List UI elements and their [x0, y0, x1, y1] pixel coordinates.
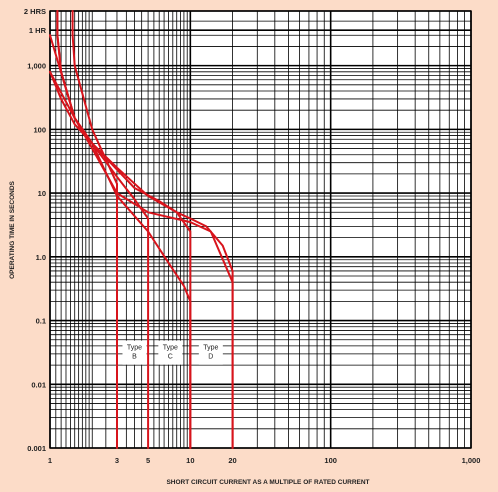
type-label-box	[158, 340, 183, 365]
trip-curve-3	[56, 10, 192, 449]
plot-border	[49, 10, 472, 449]
trip-curve-5	[49, 70, 234, 449]
type-annotations: Type B Type C Type D	[122, 340, 223, 365]
type-label-letter: B	[132, 354, 137, 361]
x-tick-label: 100	[324, 456, 337, 465]
grid	[49, 10, 472, 449]
y-tick-label: 2 HRS	[24, 7, 46, 16]
x-tick-label: 1,000	[462, 456, 481, 465]
y-tick-label: 1,000	[27, 62, 46, 71]
curves	[49, 10, 234, 449]
x-tick-label: 3	[115, 456, 119, 465]
type-label-box	[198, 340, 223, 365]
y-tick-label: 0.1	[36, 317, 46, 326]
y-tick-label: 0.001	[27, 444, 46, 453]
y-tick-label: 10	[38, 189, 46, 198]
y-tick-label: 1 HR	[29, 26, 47, 35]
x-tick-label: 20	[228, 456, 236, 465]
y-axis-title: OPERATING TIME IN SECONDS	[9, 180, 16, 278]
type-label-word: Type	[163, 345, 178, 352]
y-tick-label: 1.0	[36, 253, 46, 262]
type-label-word: Type	[127, 345, 142, 352]
y-tick-label: 0.01	[31, 380, 46, 389]
x-tick-label: 1	[48, 456, 52, 465]
y-tick-label: 100	[33, 125, 46, 134]
type-label-word: Type	[203, 345, 218, 352]
trip-curve-2	[71, 10, 118, 449]
type-label-letter: D	[208, 354, 213, 361]
type-label-letter: C	[168, 354, 173, 361]
x-axis-title: SHORT CIRCUIT CURRENT AS A MULTIPLE OF R…	[166, 479, 369, 486]
plot-area	[50, 11, 471, 448]
trip-curve-6	[49, 34, 234, 449]
x-tick-label: 5	[146, 456, 150, 465]
tick-labels: 1 3 5 10 20 100 1,000 2 HRS 1 HR 1,000 100 10 1.0 0.1…	[24, 7, 480, 465]
x-tick-label: 10	[186, 456, 194, 465]
type-label-box	[122, 340, 147, 365]
